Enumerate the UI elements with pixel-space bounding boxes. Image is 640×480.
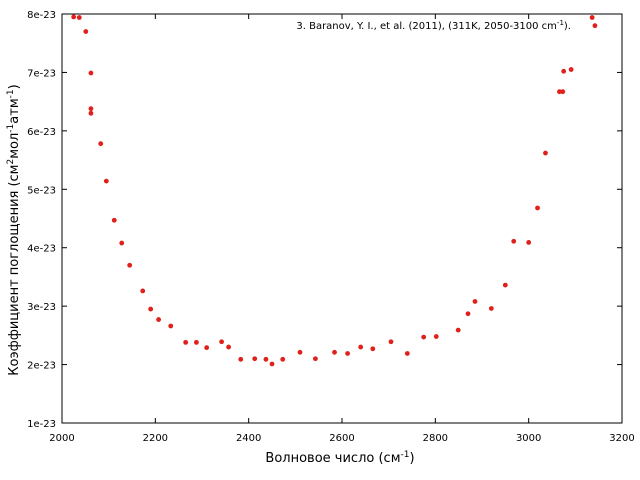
data-point [488,306,494,311]
data-point [455,327,461,333]
data-point [560,89,566,95]
data-point [332,349,337,355]
x-tick-label: 2000 [49,433,74,444]
data-point [219,339,225,345]
data-point [511,238,517,244]
data-point [404,351,410,356]
data-point [592,23,598,29]
data-point [297,349,303,355]
data-point [98,141,104,147]
x-tick-label: 2400 [236,433,261,444]
data-point [465,311,471,317]
data-point [76,15,82,20]
data-point [238,356,244,362]
data-point [252,356,258,362]
y-tick-label: 7e-23 [27,68,56,79]
x-tick-label: 3200 [609,433,634,444]
data-point [502,282,508,288]
data-points [71,14,598,367]
y-axis-ticks: 1e-23 2e-23 3e-23 4e-23 5e-23 6e-23 7e-23 8e-23 [27,10,622,430]
data-point [119,240,125,246]
data-point [313,356,318,362]
data-point [148,306,154,312]
x-tick-label: 3000 [516,433,541,444]
data-point [543,150,548,156]
x-axis-label: Волновое число (см-1) [265,450,414,466]
y-axis-label: Коэффициент поглощения (см2мол-1атм-1) [6,84,22,375]
data-point [568,67,574,72]
data-point [589,15,595,20]
data-point [345,351,350,356]
x-tick-label: 2200 [143,433,168,444]
data-point [433,334,439,339]
data-point [71,14,77,20]
plot-border [61,13,623,424]
data-point [370,346,376,352]
x-tick-label: 2600 [329,433,354,444]
plot-frame [61,13,623,424]
data-point [83,29,89,34]
data-point [194,339,199,345]
y-tick-label: 6e-23 [27,127,56,138]
y-tick-label: 2e-23 [27,361,56,372]
legend-entry: 3. Baranov, Y. I., et al. (2011), (311K,… [296,19,571,32]
data-point [561,68,567,74]
data-point [358,344,364,350]
y-tick-label: 5e-23 [27,185,56,196]
y-tick-label: 8e-23 [27,10,56,21]
y-tick-label: 3e-23 [27,302,56,313]
data-point [88,70,94,76]
data-point [280,356,286,362]
x-axis-ticks: 2000 2200 2400 2600 2800 3000 3200 [49,14,635,444]
data-point [472,299,478,304]
data-point [111,217,117,223]
data-point [140,288,146,294]
data-point [156,317,162,322]
data-point [388,339,394,345]
data-point [526,240,532,245]
x-tick-label: 2800 [423,433,448,444]
data-point [103,178,109,184]
data-point [168,323,174,329]
data-point [183,339,189,345]
data-point [127,262,133,268]
data-point [88,106,94,112]
y-tick-label: 1e-23 [27,419,56,430]
data-point [204,345,210,351]
data-point [269,361,275,367]
data-point [421,334,427,340]
data-point [88,110,94,116]
data-point [226,344,232,350]
y-tick-label: 4e-23 [27,244,56,255]
data-point [535,205,540,211]
data-point [263,356,269,362]
